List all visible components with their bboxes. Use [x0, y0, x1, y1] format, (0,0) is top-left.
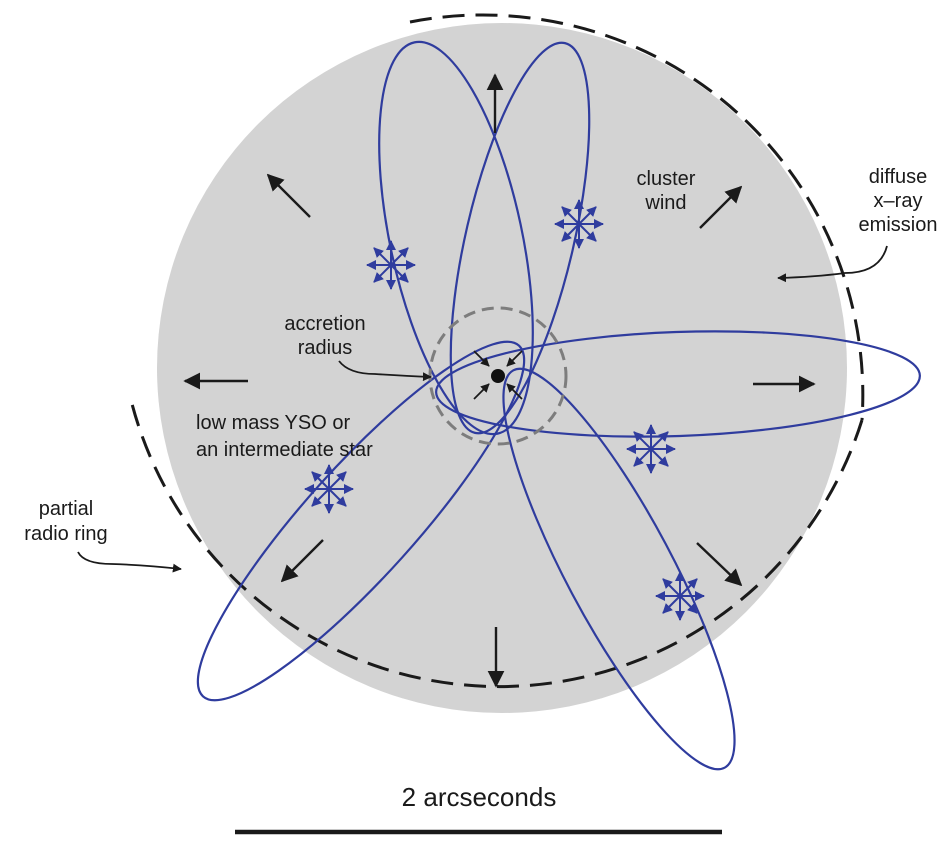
radio-ring-label-line2: radio ring [24, 523, 107, 545]
radio-ring-label: partial radio ring [24, 498, 107, 545]
yso-label-line2: an intermediate star [196, 439, 373, 461]
diffuse-leader [777, 245, 888, 283]
wind-arrow-upleft [266, 173, 311, 218]
wind-arrow-downright [696, 542, 743, 587]
accretion-arrows [473, 350, 523, 400]
diffuse-label-line3: emission [859, 214, 938, 236]
cluster-wind-label-line1: cluster [637, 168, 696, 190]
yso-label: low mass YSO or an intermediate star [196, 412, 373, 461]
cluster-wind-label: cluster wind [637, 168, 696, 214]
accretion-arrow-sw [473, 383, 490, 400]
scale-bar-label: 2 arcseconds [402, 782, 557, 812]
diffuse-xray-label: diffuse x–ray emission [859, 166, 938, 236]
accretion-arrow-ne [506, 350, 523, 367]
star-wind-burst-icon [554, 199, 604, 249]
wind-arrow-upright [699, 185, 743, 229]
accretion-radius-label: accretion radius [284, 313, 365, 359]
orbit-3 [435, 330, 921, 438]
star-wind-burst-icon [366, 240, 416, 290]
accretion-label-line1: accretion [284, 313, 365, 335]
cluster-wind-arrows [183, 73, 816, 688]
diffuse-emission-disk [157, 23, 847, 713]
radio-ring-leader [77, 551, 182, 573]
accretion-label-line2: radius [298, 337, 352, 359]
diffuse-label-line2: x–ray [874, 190, 923, 212]
accretion-leader [338, 360, 432, 382]
stellar-orbits [196, 40, 921, 771]
orbit-2 [449, 41, 591, 435]
star-wind-burst-icon [626, 424, 676, 474]
central-object [491, 369, 505, 383]
wind-arrow-downleft [280, 539, 324, 583]
accretion-arrow-se [506, 383, 523, 400]
star-wind-bursts [304, 199, 705, 621]
radio-ring-label-line1: partial [39, 498, 93, 520]
orbit-4 [196, 340, 526, 702]
outer-dashed-ring-upper [409, 13, 865, 421]
orbit-5 [502, 367, 736, 771]
cluster-wind-label-line2: wind [644, 192, 686, 214]
yso-label-line1: low mass YSO or [196, 412, 350, 434]
leader-lines [77, 245, 888, 573]
diffuse-label-line1: diffuse [869, 166, 928, 188]
star-wind-burst-icon [304, 464, 354, 514]
partial-radio-ring [128, 395, 864, 689]
accretion-arrow-nw [473, 350, 490, 367]
star-wind-burst-icon [655, 571, 705, 621]
